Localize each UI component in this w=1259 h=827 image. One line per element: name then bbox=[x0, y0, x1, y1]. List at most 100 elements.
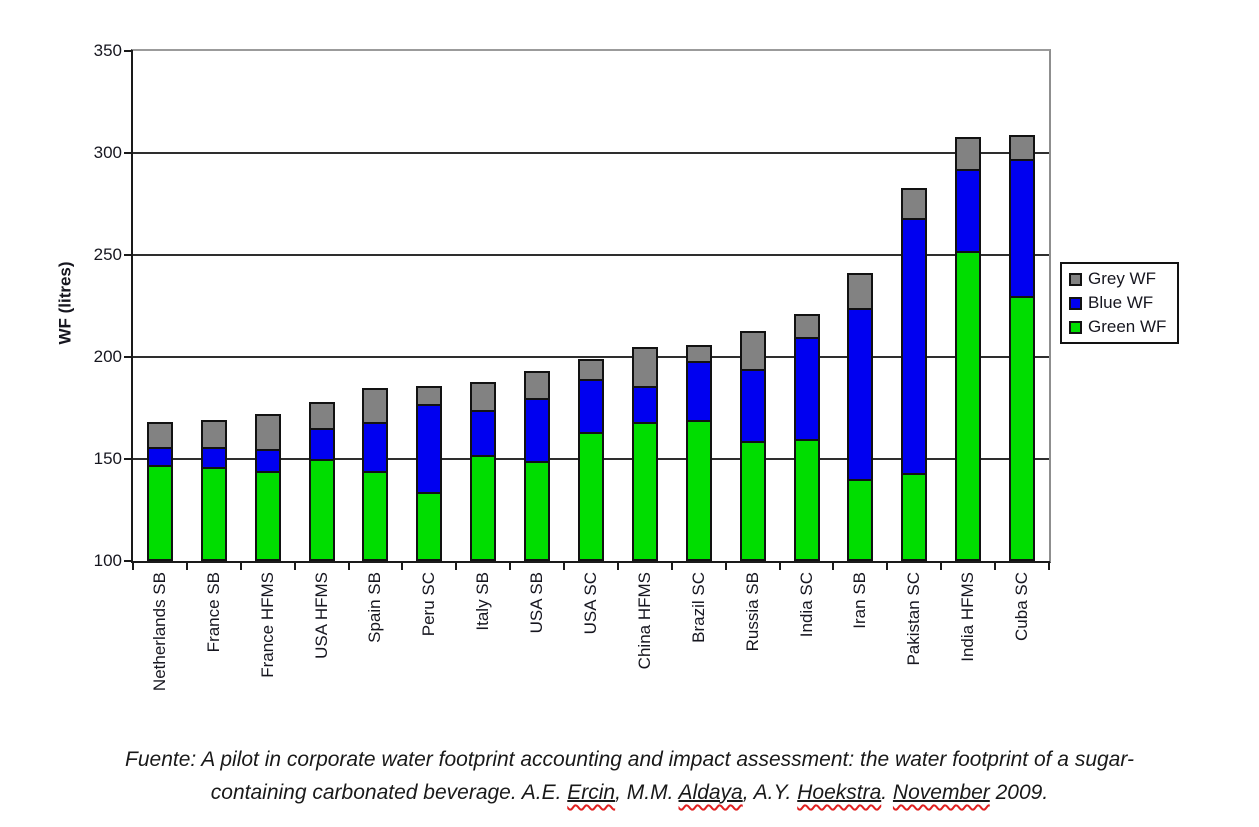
bar-segment-blue-wf bbox=[901, 218, 928, 476]
bar-segment-blue-wf bbox=[793, 336, 820, 441]
bar-segment-grey-wf bbox=[631, 346, 658, 388]
bar-segment-green-wf bbox=[1009, 295, 1036, 561]
bar-segment-green-wf bbox=[631, 422, 658, 561]
x-tick-mark bbox=[401, 561, 404, 570]
caption-line-1: Fuente: A pilot in corporate water footp… bbox=[125, 748, 1134, 771]
x-tick-mark bbox=[1048, 561, 1050, 570]
x-category-label: Brazil SC bbox=[688, 572, 708, 643]
x-category-label: Russia SB bbox=[742, 572, 762, 652]
x-category-label: Iran SB bbox=[850, 572, 870, 629]
spellcheck-squiggle: Aldaya bbox=[678, 781, 743, 804]
y-tick-label: 350 bbox=[93, 41, 122, 60]
x-tick-mark bbox=[616, 561, 619, 570]
y-tick-mark bbox=[124, 254, 133, 256]
x-tick-mark bbox=[455, 561, 458, 570]
gridline bbox=[133, 152, 1049, 154]
bar-segment-grey-wf bbox=[847, 273, 874, 311]
bar-segment-green-wf bbox=[416, 491, 443, 561]
spellcheck-squiggle: Ercin bbox=[567, 781, 616, 804]
bar-segment-grey-wf bbox=[1009, 134, 1036, 162]
bar-segment-green-wf bbox=[685, 420, 712, 561]
x-tick-mark bbox=[832, 561, 835, 570]
bar-segment-blue-wf bbox=[631, 385, 658, 425]
caption-text: containing carbonated beverage. A.E. bbox=[210, 781, 568, 804]
bar-segment-grey-wf bbox=[739, 330, 766, 372]
x-category-label: Italy SB bbox=[473, 572, 493, 631]
y-tick-mark bbox=[124, 50, 133, 52]
caption-text: , M.M. bbox=[615, 781, 679, 804]
x-tick-mark bbox=[778, 561, 781, 570]
bar-segment-green-wf bbox=[362, 471, 389, 561]
x-category-label: Peru SC bbox=[419, 572, 439, 637]
x-category-label: France SB bbox=[203, 572, 223, 653]
legend-item: Blue WF bbox=[1069, 293, 1177, 313]
source-caption: Fuente: A pilot in corporate water footp… bbox=[0, 743, 1259, 809]
bar-segment-blue-wf bbox=[955, 169, 982, 253]
bar-segment-green-wf bbox=[524, 461, 551, 561]
bar-segment-blue-wf bbox=[847, 308, 874, 482]
caption-text: , A.Y. bbox=[742, 781, 798, 804]
y-tick-label: 300 bbox=[93, 143, 122, 162]
x-category-label: India SC bbox=[796, 572, 816, 638]
bar-segment-blue-wf bbox=[416, 403, 443, 494]
y-axis-title-text: WF (litres) bbox=[56, 261, 76, 345]
legend-item-label: Grey WF bbox=[1088, 269, 1156, 288]
x-category-label: India HFMS bbox=[958, 572, 978, 662]
bar-segment-blue-wf bbox=[578, 379, 604, 435]
x-category-label: China HFMS bbox=[634, 572, 654, 670]
bar-segment-green-wf bbox=[470, 454, 497, 561]
caption-text: . bbox=[881, 781, 893, 804]
gridline bbox=[133, 356, 1049, 358]
y-tick-mark bbox=[124, 356, 133, 358]
bar-segment-green-wf bbox=[739, 440, 766, 561]
bar-segment-blue-wf bbox=[739, 369, 766, 443]
x-category-label: Spain SB bbox=[365, 572, 385, 643]
y-tick-label: 250 bbox=[93, 245, 122, 264]
caption-marked-word: Ercin bbox=[567, 781, 615, 804]
x-tick-mark bbox=[509, 561, 512, 570]
spellcheck-squiggle: Hoekstra bbox=[797, 781, 882, 804]
bar-segment-grey-wf bbox=[308, 401, 335, 431]
bar-segment-grey-wf bbox=[578, 359, 604, 382]
bar-segment-grey-wf bbox=[254, 414, 281, 451]
legend-swatch-blue-wf bbox=[1069, 296, 1082, 310]
y-tick-mark bbox=[124, 560, 133, 562]
bar-segment-grey-wf bbox=[470, 381, 497, 413]
bar-segment-blue-wf bbox=[470, 410, 497, 457]
bar-segment-blue-wf bbox=[200, 446, 227, 470]
legend-item-label: Blue WF bbox=[1088, 293, 1154, 312]
bar-segment-blue-wf bbox=[308, 428, 335, 461]
caption-marked-word: Hoekstra bbox=[797, 781, 881, 804]
bar-segment-blue-wf bbox=[146, 446, 173, 468]
bar-segment-green-wf bbox=[578, 432, 604, 561]
caption-marked-word: November bbox=[893, 781, 990, 804]
bar-segment-blue-wf bbox=[362, 422, 389, 474]
bar-segment-grey-wf bbox=[793, 314, 820, 339]
y-tick-label: 200 bbox=[93, 347, 122, 366]
bar-segment-green-wf bbox=[793, 438, 820, 561]
bar-segment-green-wf bbox=[308, 459, 335, 561]
x-category-label: USA HFMS bbox=[311, 572, 331, 659]
legend-item-label: Green WF bbox=[1088, 317, 1167, 336]
x-category-label: USA SB bbox=[527, 572, 547, 634]
bar-segment-green-wf bbox=[847, 479, 874, 561]
bar-segment-green-wf bbox=[200, 467, 227, 561]
bar-segment-grey-wf bbox=[416, 385, 443, 406]
bar-segment-grey-wf bbox=[146, 422, 173, 449]
y-tick-mark bbox=[124, 152, 133, 154]
x-tick-mark bbox=[940, 561, 943, 570]
plot-area bbox=[131, 49, 1051, 563]
y-tick-label: 150 bbox=[93, 449, 122, 468]
legend-item: Grey WF bbox=[1069, 269, 1177, 289]
x-tick-mark bbox=[994, 561, 997, 570]
bar-segment-blue-wf bbox=[524, 397, 551, 464]
bar-segment-grey-wf bbox=[524, 371, 551, 400]
bar-segment-grey-wf bbox=[955, 136, 982, 172]
x-tick-mark bbox=[347, 561, 350, 570]
bar-segment-blue-wf bbox=[1009, 159, 1036, 298]
x-category-label: France HFMS bbox=[257, 572, 277, 678]
gridline bbox=[133, 254, 1049, 256]
bar-segment-grey-wf bbox=[362, 387, 389, 425]
x-tick-mark bbox=[185, 561, 188, 570]
